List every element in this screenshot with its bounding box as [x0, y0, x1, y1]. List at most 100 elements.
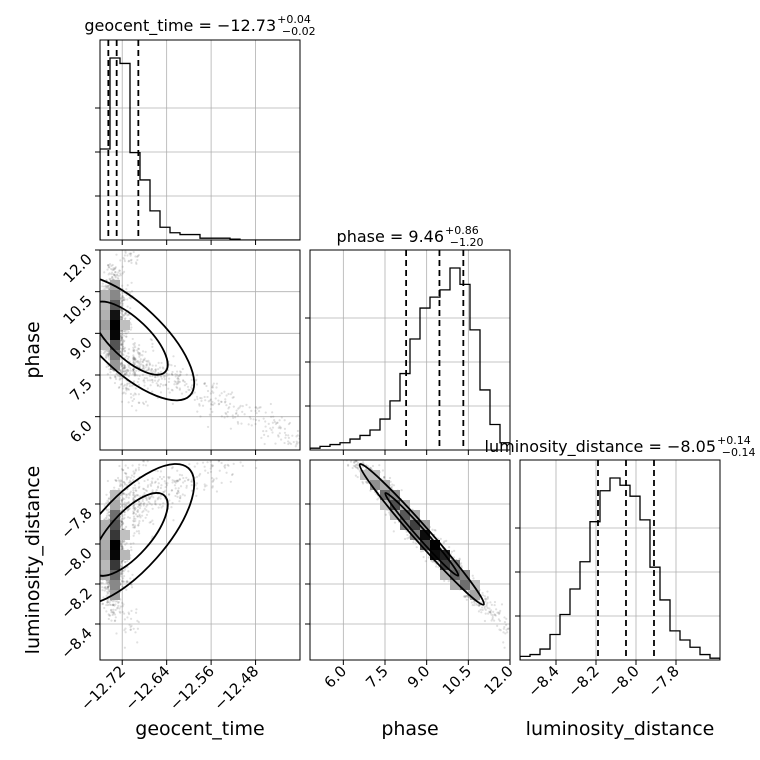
sample-point	[107, 287, 110, 290]
sample-point	[146, 485, 149, 489]
sample-point	[133, 503, 136, 506]
sample-point	[272, 440, 274, 442]
sample-point	[503, 646, 506, 649]
sample-point	[144, 516, 147, 519]
sample-point	[123, 503, 126, 506]
sample-point	[210, 403, 213, 406]
sample-point	[116, 606, 119, 609]
sample-point	[127, 475, 130, 479]
sample-point	[106, 349, 110, 352]
sample-point	[129, 628, 132, 631]
sample-point	[120, 371, 123, 374]
sample-point	[178, 478, 181, 481]
sample-point	[144, 366, 147, 369]
sample-point	[124, 312, 127, 315]
sample-point	[129, 328, 132, 331]
sample-point	[122, 468, 125, 472]
sample-point	[157, 482, 160, 485]
sample-point	[101, 602, 104, 606]
sample-point	[265, 429, 268, 433]
sample-point	[217, 399, 220, 402]
sample-point	[122, 391, 126, 394]
sample-point	[121, 498, 124, 501]
sample-point	[120, 351, 123, 355]
sample-point	[284, 446, 286, 448]
sample-point	[152, 349, 155, 352]
sample-point	[156, 470, 159, 473]
sample-point	[176, 492, 179, 495]
sample-point	[106, 592, 109, 596]
sample-point	[235, 411, 238, 415]
sample-point	[225, 413, 228, 416]
sample-point	[146, 484, 150, 487]
sample-point	[141, 373, 144, 377]
sample-point	[145, 497, 148, 500]
sample-point	[120, 501, 123, 504]
sample-point	[107, 264, 110, 267]
sample-point	[176, 373, 179, 376]
sample-point	[236, 414, 240, 417]
sample-point	[134, 513, 138, 516]
sample-point	[120, 517, 123, 520]
sample-point	[134, 255, 137, 258]
sample-point	[250, 424, 253, 427]
sample-point	[128, 384, 132, 388]
sample-point	[144, 489, 147, 492]
density-cell	[110, 590, 120, 600]
sample-point	[126, 579, 129, 583]
sample-point	[113, 604, 116, 607]
sample-point	[120, 309, 123, 313]
sample-point	[108, 277, 111, 281]
sample-point	[273, 445, 275, 447]
sample-point	[120, 337, 123, 340]
sample-point	[129, 252, 133, 255]
sample-point	[122, 369, 125, 372]
sample-point	[230, 473, 234, 477]
panel-luminosity_distance-vs-geocent_time: −12.72−12.64−12.56−12.48−8.4−8.2−8.0−7.8	[57, 440, 301, 714]
sample-point	[214, 397, 217, 400]
sample-point	[174, 373, 177, 376]
sample-point	[138, 503, 141, 507]
density-cell	[120, 530, 130, 540]
sample-point	[122, 347, 126, 350]
sample-point	[130, 586, 134, 589]
sample-point	[237, 422, 240, 425]
sample-point	[272, 443, 274, 445]
sample-point	[224, 451, 226, 453]
sample-point	[358, 457, 360, 459]
sample-point	[121, 343, 124, 346]
sample-point	[106, 373, 109, 376]
sample-point	[142, 367, 145, 370]
sample-point	[159, 375, 162, 378]
sample-point	[175, 385, 178, 389]
sample-point	[132, 511, 136, 514]
density-cell	[100, 340, 110, 350]
sample-point	[124, 332, 127, 335]
sample-point	[208, 457, 210, 459]
sample-point	[107, 500, 110, 503]
sample-point	[270, 445, 272, 447]
sample-point	[132, 491, 135, 494]
sample-point	[277, 435, 280, 438]
sample-point	[273, 420, 277, 424]
sample-point	[254, 422, 257, 426]
sample-point	[392, 530, 395, 533]
sample-point	[108, 584, 111, 587]
sample-point	[136, 374, 139, 377]
sample-point	[120, 573, 123, 576]
sample-point	[201, 461, 205, 464]
sample-point	[294, 445, 297, 448]
sample-point	[211, 390, 214, 393]
sample-point	[154, 368, 157, 371]
sample-point	[147, 359, 150, 362]
sample-point	[158, 503, 162, 506]
sample-point	[235, 445, 237, 447]
sample-point	[116, 476, 120, 480]
sample-point	[133, 342, 136, 345]
sample-point	[105, 279, 108, 282]
sample-point	[132, 397, 136, 401]
sample-point	[100, 582, 103, 585]
sample-point	[127, 260, 130, 263]
density-cell	[110, 280, 120, 290]
sample-point	[127, 355, 130, 358]
